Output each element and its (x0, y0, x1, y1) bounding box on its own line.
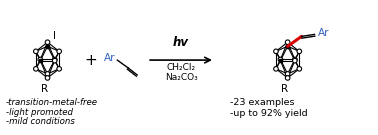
Circle shape (57, 67, 62, 71)
Text: R: R (281, 84, 288, 94)
Bar (279, 59, 282, 62)
Text: I: I (53, 31, 56, 41)
Text: Ar: Ar (318, 28, 329, 38)
Circle shape (34, 67, 38, 71)
Circle shape (274, 67, 278, 71)
Text: CH₂Cl₂: CH₂Cl₂ (166, 63, 195, 72)
Bar (286, 45, 289, 48)
Circle shape (45, 72, 50, 76)
Circle shape (297, 67, 302, 71)
Text: -transition-metal-free: -transition-metal-free (6, 98, 98, 107)
Circle shape (285, 40, 290, 45)
Circle shape (57, 49, 62, 54)
Text: Ar: Ar (104, 53, 116, 63)
Circle shape (45, 76, 50, 80)
Text: -up to 92% yield: -up to 92% yield (230, 109, 307, 118)
Circle shape (53, 58, 57, 63)
Circle shape (293, 58, 297, 63)
Text: hv: hv (173, 36, 189, 49)
Text: R: R (41, 84, 48, 94)
Circle shape (278, 57, 283, 62)
Text: Na₂CO₃: Na₂CO₃ (165, 73, 197, 82)
Circle shape (297, 49, 302, 54)
Bar (46, 45, 49, 48)
Circle shape (45, 40, 50, 45)
Bar (39, 59, 42, 62)
Text: -light promoted: -light promoted (6, 108, 73, 117)
Circle shape (38, 57, 43, 62)
Circle shape (274, 49, 278, 54)
Text: -23 examples: -23 examples (230, 98, 294, 107)
Circle shape (34, 49, 38, 54)
Text: -mild conditions: -mild conditions (6, 117, 74, 126)
Circle shape (285, 72, 290, 76)
Text: +: + (84, 53, 97, 68)
Circle shape (53, 57, 57, 62)
Circle shape (285, 76, 290, 80)
Circle shape (293, 57, 297, 62)
